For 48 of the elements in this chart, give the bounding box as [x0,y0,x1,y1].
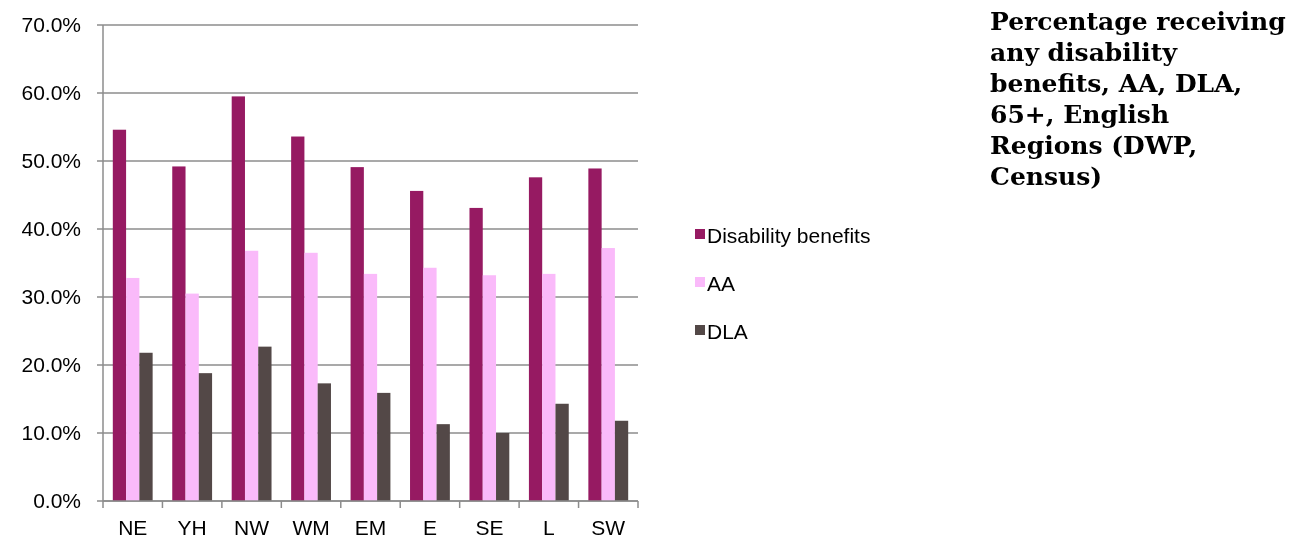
bar [304,252,318,501]
y-tick-label: 30.0% [21,285,81,309]
bar [588,168,602,501]
bar [542,273,556,501]
legend-label: DLA [707,320,748,344]
bar [198,373,213,501]
bar [258,346,272,501]
bar [496,433,510,501]
bar [172,166,186,501]
bar [423,267,437,501]
bar [363,273,378,501]
legend-label: Disability benefits [707,224,871,248]
bar [469,207,483,501]
x-tick-label: SE [475,516,504,539]
bar [601,248,615,501]
bar [528,177,543,501]
text: Percentage receiving any disability benefits, AA, DLA, 65+, English Regions (DWP, Census) [990,7,1286,191]
x-tick-label: NW [234,516,270,539]
x-tick-label: NE [118,516,148,539]
bar [185,293,199,501]
x-tick-label: EM [354,516,387,539]
bar [244,250,259,501]
bar [231,96,245,501]
y-tick-label: 60.0% [21,81,81,105]
bar [139,352,153,501]
bar [350,167,364,501]
bar [410,190,424,501]
y-tick-label: 50.0% [21,149,81,173]
y-tick-label: 20.0% [21,353,81,377]
y-tick-label: 0.0% [33,489,81,513]
bar [291,136,305,501]
bar [436,424,450,501]
legend-label: AA [707,272,736,296]
bar [614,420,629,501]
x-tick-label: L [542,516,555,539]
y-tick-label: 40.0% [21,217,81,241]
y-tick-label: 70.0% [21,13,81,37]
bar [555,403,569,501]
bar [126,277,140,501]
x-tick-label: SW [591,516,626,539]
y-tick-label: 10.0% [21,421,81,445]
x-tick-label: YH [177,516,207,539]
bar [482,275,497,501]
x-tick-label: WM [292,516,330,539]
bar [112,129,127,501]
bar [317,383,331,501]
x-tick-label: E [422,516,437,539]
bar [377,392,391,501]
